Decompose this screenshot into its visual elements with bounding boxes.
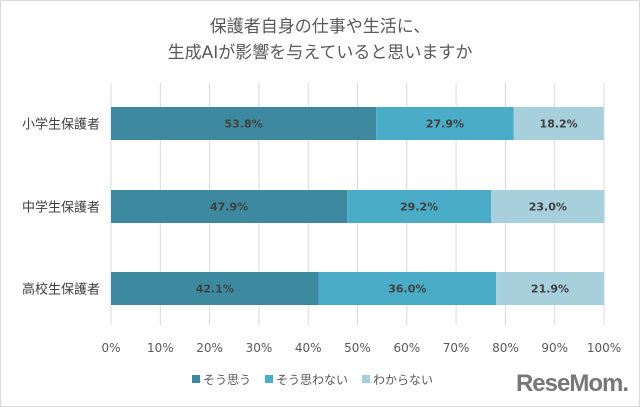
- bar-segment: [111, 107, 377, 140]
- bar-segment: [111, 272, 319, 305]
- category-label: 中学生保護者: [22, 200, 100, 216]
- data-label: 47.9%: [210, 201, 248, 214]
- legend-swatch: [362, 375, 371, 383]
- x-tick-label: 60%: [393, 341, 420, 355]
- bar-segment: [111, 190, 348, 223]
- category-label: 小学生保護者: [22, 117, 100, 133]
- bar-segment: [347, 190, 492, 223]
- x-tick-label: 50%: [344, 341, 371, 355]
- data-label: 23.0%: [529, 201, 567, 214]
- data-label: 27.9%: [426, 118, 464, 131]
- bar-segment: [318, 272, 497, 305]
- bar-segment: [496, 272, 604, 305]
- bar-segment: [376, 107, 514, 140]
- x-tick-label: 80%: [492, 341, 519, 355]
- data-label: 21.9%: [531, 283, 569, 296]
- x-tick-label: 0%: [101, 341, 120, 355]
- x-tick-label: 100%: [587, 341, 621, 355]
- legend-swatch: [192, 375, 200, 383]
- bar-segment: [513, 107, 604, 140]
- data-label: 29.2%: [400, 201, 438, 214]
- bar-segment: [491, 190, 605, 223]
- x-tick-label: 10%: [147, 341, 174, 355]
- legend-label: そう思わない: [276, 373, 348, 387]
- x-tick-label: 20%: [196, 341, 223, 355]
- data-label: 36.0%: [388, 283, 426, 296]
- x-tick-label: 40%: [295, 341, 322, 355]
- legend-swatch: [265, 375, 274, 383]
- data-label: 42.1%: [196, 283, 234, 296]
- chart-title-line-2: 生成AIが影響を与えていると思いますか: [167, 43, 473, 63]
- resemom-logo: ReseMom.: [515, 370, 629, 397]
- data-label: 18.2%: [540, 118, 578, 131]
- x-tick-label: 70%: [443, 341, 470, 355]
- legend-label: わからない: [373, 373, 433, 387]
- x-tick-label: 90%: [541, 341, 568, 355]
- x-tick-label: 30%: [246, 341, 273, 355]
- data-label: 53.8%: [225, 118, 263, 131]
- legend-label: そう思う: [203, 373, 251, 387]
- category-label: 高校生保護者: [22, 282, 100, 298]
- chart-title-line-1: 保護者自身の仕事や生活に、: [209, 17, 431, 37]
